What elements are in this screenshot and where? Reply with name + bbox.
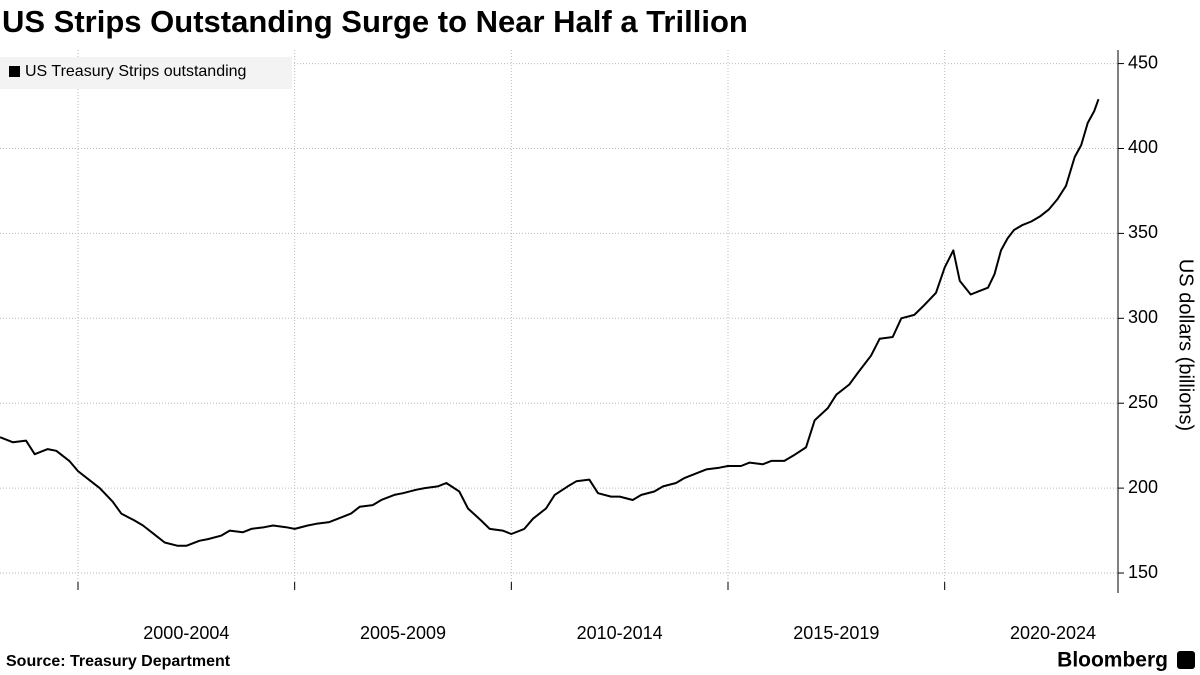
- y-tick-label: 350: [1128, 222, 1158, 242]
- y-tick-label: 200: [1128, 477, 1158, 497]
- chart-title: US Strips Outstanding Surge to Near Half…: [2, 4, 748, 39]
- y-tick-label: 150: [1128, 562, 1158, 582]
- brand-icon: [1177, 651, 1195, 669]
- legend-label: US Treasury Strips outstanding: [25, 63, 246, 80]
- x-tick-label: 2005-2009: [360, 623, 446, 643]
- y-tick-label: 250: [1128, 392, 1158, 412]
- legend-box: [0, 57, 292, 89]
- x-tick-label: 2010-2014: [577, 623, 663, 643]
- x-tick-label: 2015-2019: [793, 623, 879, 643]
- x-tick-label: 2020-2024: [1010, 623, 1096, 643]
- source: Source: Treasury Department: [6, 653, 231, 670]
- y-tick-label: 400: [1128, 137, 1158, 157]
- line: [0, 98, 1100, 547]
- y-tick-label: 300: [1128, 307, 1158, 327]
- y-tick-label: 450: [1128, 52, 1158, 72]
- x-tick-label: 2000-2004: [143, 623, 229, 643]
- brand: Bloomberg: [1057, 649, 1168, 672]
- y-axis-label: US dollars (billions): [1175, 259, 1197, 431]
- legend-swatch: [9, 66, 20, 77]
